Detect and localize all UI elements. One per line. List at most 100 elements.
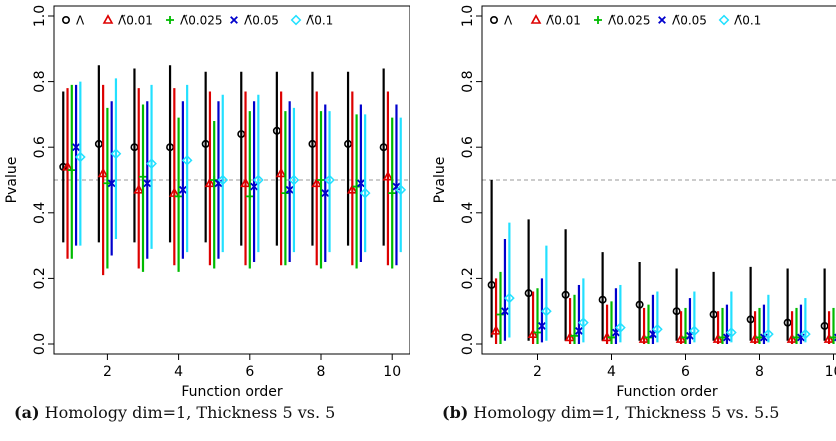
data-point: [67, 166, 76, 175]
data-point: [178, 185, 187, 194]
data-point: [168, 187, 180, 197]
x-tick-label: 4: [174, 364, 183, 380]
data-point: [689, 325, 700, 337]
caption-b-text: Homology dim=1, Thickness 5 vs. 5.5: [473, 403, 780, 422]
data-point: [763, 328, 774, 340]
data-point: [504, 292, 515, 304]
data-point: [638, 333, 650, 343]
legend-marker: [489, 15, 498, 24]
data-point: [786, 333, 798, 343]
y-tick-label: 0.8: [32, 70, 48, 92]
data-point: [561, 290, 570, 299]
legend-label: Λ̃0.025: [608, 14, 651, 28]
data-point: [352, 182, 361, 191]
data-point: [541, 305, 552, 317]
caption-b: (b) Homology dim=1, Thickness 5 vs. 5.5: [442, 403, 779, 422]
x-tick-label: 10: [383, 364, 401, 380]
data-point: [250, 182, 259, 191]
y-tick-label: 0.2: [32, 267, 48, 289]
y-tick-label: 0.0: [32, 333, 48, 355]
data-point: [359, 187, 371, 199]
series-3: [72, 84, 401, 266]
data-point: [321, 189, 330, 198]
data-point: [672, 307, 681, 316]
data-point: [110, 148, 122, 160]
x-tick-label: 4: [607, 364, 616, 380]
data-point: [829, 333, 836, 342]
legend-marker: [594, 16, 602, 24]
x-tick-label: 2: [103, 364, 112, 380]
legend-marker: [718, 14, 730, 26]
data-point: [311, 177, 323, 188]
data-point: [726, 327, 737, 338]
legend-marker: [290, 14, 302, 26]
data-point: [245, 192, 254, 201]
y-axis-label: Pvalue: [432, 157, 448, 204]
x-tick-label: 2: [533, 364, 542, 380]
plot-frame: [53, 5, 410, 355]
data-point: [240, 177, 251, 188]
series-0: [59, 65, 388, 246]
data-point: [62, 161, 73, 171]
data-point: [709, 310, 718, 319]
data-point: [644, 333, 653, 342]
data-point: [823, 333, 835, 343]
y-tick-label: 0.6: [460, 136, 476, 158]
caption-a-label: (a): [14, 403, 40, 422]
x-axis-label: Function order: [616, 384, 718, 400]
legend-marker: [230, 16, 238, 24]
legend-marker: [530, 14, 542, 24]
data-point: [97, 167, 109, 178]
data-point: [755, 333, 764, 342]
y-tick-label: 0.8: [460, 70, 476, 92]
legend-label: Λ̃0.05: [244, 14, 279, 28]
data-point: [490, 325, 502, 335]
caption-a: (a) Homology dim=1, Thickness 5 vs. 5: [14, 403, 335, 422]
series-0: [487, 180, 829, 341]
legend-label: Λ̃0.01: [546, 14, 581, 28]
data-point: [578, 317, 589, 329]
data-point: [615, 322, 626, 333]
y-tick-label: 0.6: [32, 136, 48, 158]
data-point: [174, 192, 183, 201]
data-point: [133, 183, 145, 194]
data-point: [607, 333, 616, 342]
data-point: [712, 333, 724, 343]
series-2: [67, 84, 397, 272]
data-point: [675, 333, 687, 343]
data-point: [281, 189, 290, 198]
data-point: [395, 184, 407, 196]
data-point: [356, 179, 365, 188]
data-point: [392, 182, 401, 191]
data-point: [570, 331, 579, 340]
series-4: [74, 78, 407, 253]
legend-marker: [166, 16, 174, 24]
data-point: [820, 321, 829, 330]
data-point: [317, 176, 325, 184]
panel-content: Λ Λ̃0.01 Λ̃0.025 Λ̃0.05 Λ̃0.1 2 4 6 8 10 0.0 0.2 0.4…: [432, 5, 836, 400]
data-point: [214, 179, 223, 188]
data-point: [564, 331, 576, 342]
legend-label: Λ̃0.01: [118, 14, 153, 28]
data-point: [346, 183, 358, 194]
chart-panel-a: Λ Λ̃0.01 Λ̃0.025 Λ̃0.05 Λ̃0.1 2 4 6 8 10 0.0 0.2 0.4…: [4, 5, 410, 400]
y-axis-label: Pvalue: [4, 157, 20, 204]
x-tick-label: 8: [755, 364, 764, 380]
data-point: [501, 307, 509, 316]
legend: Λ Λ̃0.01 Λ̃0.025 Λ̃0.05 Λ̃0.1: [61, 14, 333, 28]
x-tick-label: 10: [825, 364, 836, 380]
legend-marker: [61, 15, 70, 24]
legend-label: Λ̃0.1: [306, 14, 333, 28]
data-point: [217, 174, 229, 186]
data-point: [533, 328, 542, 337]
data-point: [538, 322, 546, 330]
legend-label: Λ̃0.1: [734, 14, 761, 28]
y-tick-label: 0.4: [460, 202, 476, 224]
data-point: [527, 328, 539, 338]
series-4: [504, 222, 811, 343]
data-point: [524, 289, 533, 298]
y-tick-label: 0.2: [460, 267, 476, 289]
data-point: [718, 333, 727, 342]
caption-a-text: Homology dim=1, Thickness 5 vs. 5: [44, 403, 336, 422]
